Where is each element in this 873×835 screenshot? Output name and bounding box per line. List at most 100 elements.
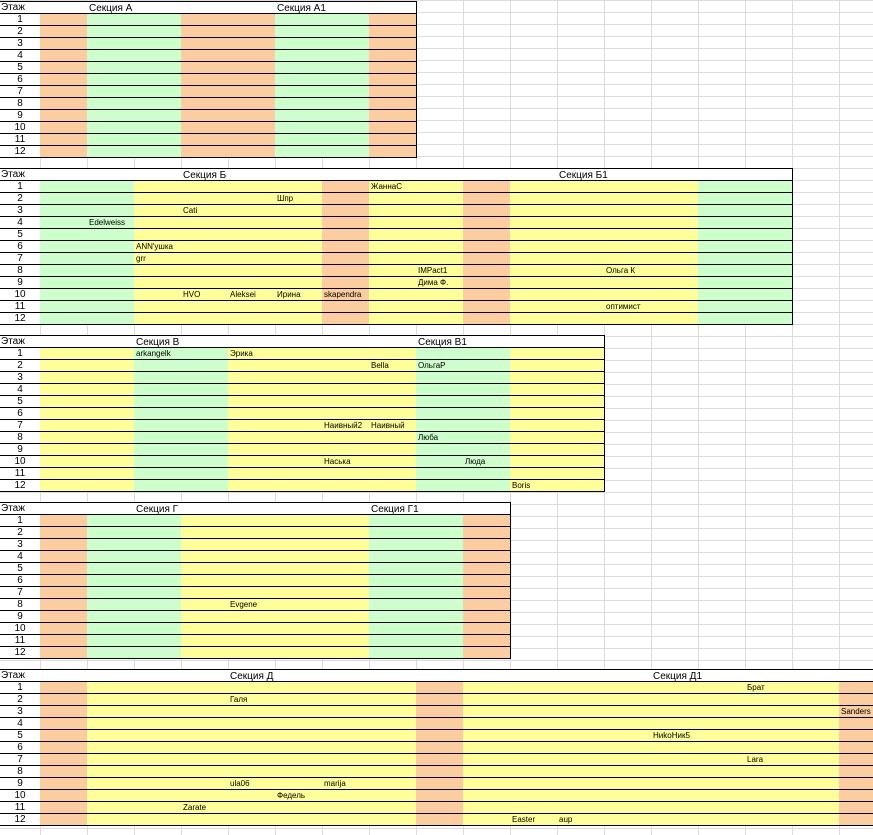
header-cell[interactable] [839,670,873,682]
header-cell[interactable] [322,2,370,14]
apartment-cell[interactable] [698,694,746,706]
apartment-cell[interactable] [557,420,605,432]
apartment-cell[interactable] [228,444,276,456]
apartment-cell[interactable] [275,468,323,480]
apartment-cell[interactable] [604,790,652,802]
apartment-cell[interactable] [228,50,276,62]
apartment-cell[interactable] [228,62,276,74]
apartment-cell[interactable] [792,802,840,814]
apartment-cell[interactable] [369,86,417,98]
apartment-cell[interactable] [87,599,135,611]
apartment-cell[interactable] [87,682,135,694]
header-cell[interactable] [87,503,135,515]
apartment-cell[interactable] [40,802,88,814]
apartment-cell[interactable] [416,599,464,611]
apartment-cell[interactable] [369,587,417,599]
apartment-cell[interactable] [322,611,370,623]
apartment-cell[interactable] [651,265,699,277]
apartment-cell[interactable] [463,193,511,205]
apartment-cell[interactable] [604,706,652,718]
apartment-cell[interactable] [745,742,793,754]
apartment-cell[interactable] [510,289,558,301]
floor-header[interactable]: Этаж [0,336,41,348]
header-cell[interactable] [369,169,417,181]
apartment-cell[interactable] [369,718,417,730]
apartment-cell[interactable] [40,694,88,706]
apartment-cell[interactable] [416,253,464,265]
header-cell[interactable] [87,336,135,348]
apartment-cell[interactable] [322,599,370,611]
apartment-cell[interactable] [228,122,276,134]
apartment-cell[interactable] [510,802,558,814]
apartment-cell[interactable] [557,372,605,384]
apartment-cell[interactable] [181,181,229,193]
apartment-cell[interactable] [87,420,135,432]
apartment-cell[interactable] [416,551,464,563]
apartment-cell[interactable] [463,551,511,563]
apartment-cell[interactable] [604,313,652,325]
apartment-cell[interactable] [416,706,464,718]
apartment-cell[interactable] [557,253,605,265]
apartment-cell[interactable] [698,682,746,694]
apartment-cell[interactable] [322,563,370,575]
apartment-cell[interactable] [510,384,558,396]
apartment-cell[interactable] [87,372,135,384]
apartment-cell[interactable] [87,408,135,420]
apartment-cell[interactable] [510,754,558,766]
apartment-cell[interactable] [651,790,699,802]
apartment-cell[interactable] [87,539,135,551]
apartment-cell[interactable] [228,515,276,527]
apartment-cell[interactable] [416,539,464,551]
apartment-cell[interactable] [87,193,135,205]
apartment-cell[interactable] [698,301,746,313]
apartment-cell[interactable] [416,301,464,313]
apartment-cell[interactable] [181,599,229,611]
apartment-cell[interactable] [557,730,605,742]
apartment-cell[interactable] [181,265,229,277]
apartment-cell[interactable] [181,408,229,420]
apartment-cell[interactable] [698,802,746,814]
header-cell[interactable] [228,169,276,181]
apartment-cell[interactable] [228,26,276,38]
apartment-cell[interactable] [181,706,229,718]
apartment-cell[interactable] [463,742,511,754]
apartment-cell[interactable] [275,742,323,754]
apartment-cell[interactable] [181,384,229,396]
apartment-cell[interactable] [322,635,370,647]
apartment-cell[interactable] [228,563,276,575]
apartment-cell[interactable] [275,802,323,814]
apartment-cell[interactable] [87,575,135,587]
apartment-cell[interactable] [322,253,370,265]
apartment-cell[interactable] [322,181,370,193]
apartment-cell[interactable] [275,611,323,623]
apartment-cell[interactable] [228,313,276,325]
apartment-cell[interactable] [463,587,511,599]
apartment-cell[interactable] [369,432,417,444]
apartment-cell[interactable] [604,730,652,742]
apartment-cell[interactable] [369,694,417,706]
apartment-cell[interactable] [181,766,229,778]
apartment-cell[interactable] [40,313,88,325]
apartment-cell[interactable] [87,623,135,635]
apartment-cell[interactable] [322,480,370,492]
apartment-cell[interactable] [134,647,182,659]
apartment-cell[interactable] [839,682,873,694]
apartment-cell[interactable] [416,790,464,802]
apartment-cell[interactable] [275,599,323,611]
header-cell[interactable] [745,670,793,682]
apartment-cell[interactable] [510,301,558,313]
apartment-cell[interactable] [134,623,182,635]
apartment-cell[interactable] [745,265,793,277]
apartment-cell[interactable] [322,515,370,527]
apartment-cell[interactable] [463,301,511,313]
apartment-cell[interactable] [322,360,370,372]
header-cell[interactable] [322,503,370,515]
apartment-cell[interactable] [134,193,182,205]
apartment-cell[interactable] [181,754,229,766]
apartment-cell[interactable] [134,694,182,706]
apartment-cell[interactable] [275,766,323,778]
apartment-cell[interactable] [463,396,511,408]
header-cell[interactable] [228,2,276,14]
apartment-cell[interactable] [745,193,793,205]
apartment-cell[interactable] [275,814,323,826]
